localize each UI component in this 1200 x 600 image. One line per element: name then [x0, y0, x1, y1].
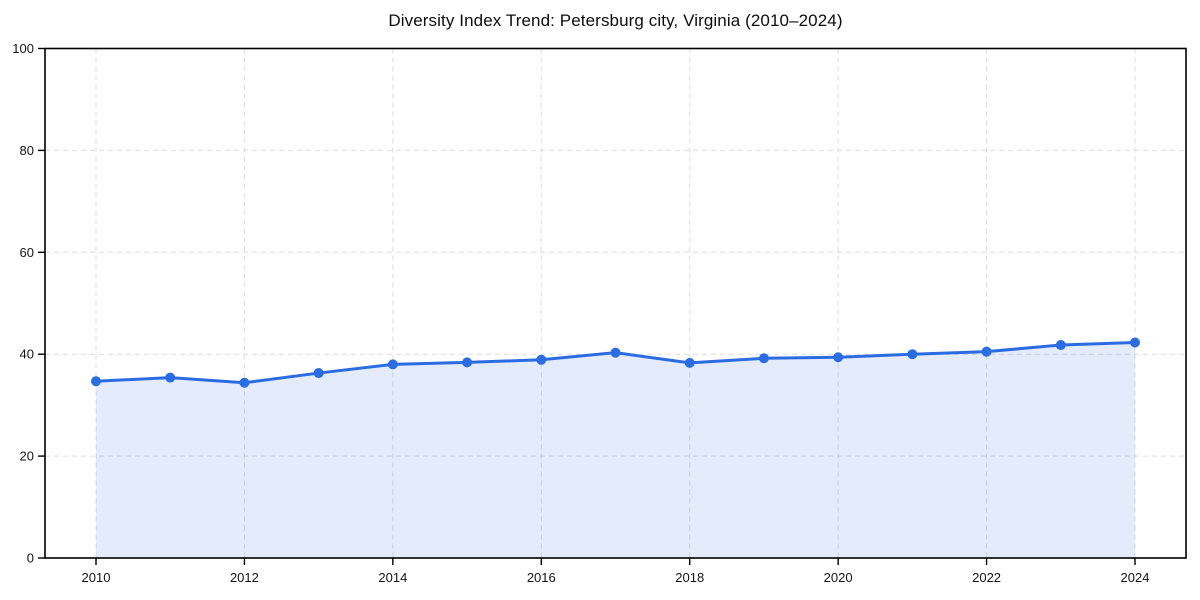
data-point-2016 — [536, 354, 547, 365]
y-tick-label: 80 — [20, 143, 34, 158]
x-tick-label: 2012 — [230, 570, 259, 585]
data-point-2018 — [684, 357, 695, 368]
data-point-2019 — [758, 353, 769, 364]
x-tick-label: 2014 — [378, 570, 407, 585]
data-point-2015 — [462, 357, 473, 368]
data-point-2011 — [165, 372, 176, 383]
chart-title: Diversity Index Trend: Petersburg city, … — [388, 11, 843, 30]
data-point-2023 — [1055, 340, 1066, 351]
data-point-2012 — [239, 377, 250, 388]
x-tick-label: 2018 — [675, 570, 704, 585]
data-point-2017 — [610, 347, 621, 358]
y-tick-label: 0 — [27, 551, 34, 566]
data-point-2021 — [907, 349, 918, 360]
x-tick-label: 2024 — [1121, 570, 1150, 585]
x-tick-label: 2016 — [527, 570, 556, 585]
y-tick-label: 20 — [20, 449, 34, 464]
x-tick-label: 2020 — [824, 570, 853, 585]
y-tick-label: 40 — [20, 347, 34, 362]
x-tick-label: 2022 — [972, 570, 1001, 585]
x-tick-label: 2010 — [82, 570, 111, 585]
plot-frame — [44, 47, 1187, 559]
data-point-2022 — [981, 346, 992, 357]
data-point-2024 — [1130, 337, 1140, 348]
area-fill — [96, 342, 1135, 558]
data-point-2020 — [833, 352, 844, 363]
y-tick-label: 60 — [20, 245, 34, 260]
data-point-2014 — [387, 359, 398, 370]
y-tick-label: 100 — [12, 41, 34, 56]
data-point-2010 — [91, 376, 101, 387]
data-point-2013 — [313, 368, 324, 379]
